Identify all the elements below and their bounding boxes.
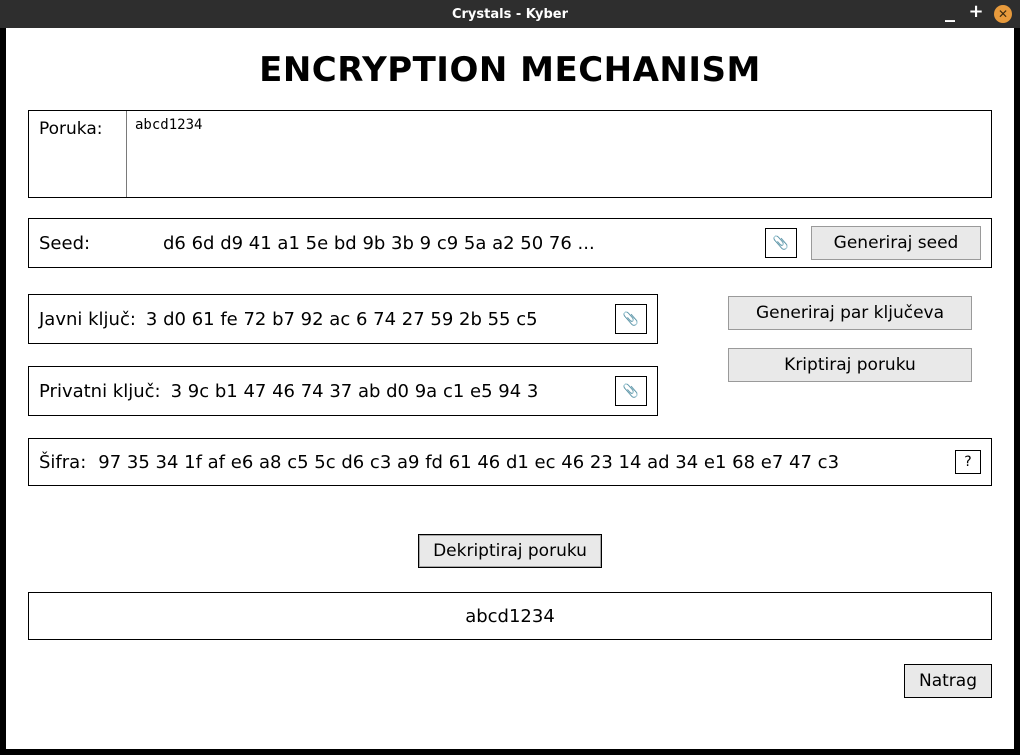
public-key-box: Javni ključ: 3 d0 61 fe 72 b7 92 ac 6 74… [28,294,658,344]
result-value: abcd1234 [465,606,555,627]
paperclip-icon: 📎 [773,236,789,251]
seed-label: Seed: [39,233,149,254]
decrypt-button[interactable]: Dekriptiraj poruku [418,534,602,568]
cipher-label: Šifra: [39,452,86,473]
private-key-attach-button[interactable]: 📎 [615,376,647,406]
back-row: Natrag [28,664,992,698]
minimize-icon[interactable]: _ [942,2,958,18]
window-title: Crystals - Kyber [452,7,568,22]
generate-seed-button[interactable]: Generiraj seed [811,226,981,260]
cipher-box: Šifra: 97 35 34 1f af e6 a8 c5 5c d6 c3 … [28,438,992,486]
generate-keypair-button[interactable]: Generiraj par ključeva [728,296,972,330]
back-button[interactable]: Natrag [904,664,992,698]
close-icon[interactable]: ✕ [994,5,1012,23]
decrypt-row: Dekriptiraj poruku [28,534,992,568]
message-input[interactable]: abcd1234 [127,111,991,197]
titlebar: Crystals - Kyber _ + ✕ [0,0,1020,28]
keys-left: Javni ključ: 3 d0 61 fe 72 b7 92 ac 6 74… [28,294,658,416]
app-window: Crystals - Kyber _ + ✕ ENCRYPTION MECHAN… [0,0,1020,755]
encrypt-button[interactable]: Kriptiraj poruku [728,348,972,382]
message-label: Poruka: [29,111,127,197]
public-key-label: Javni ključ: [39,309,136,330]
cipher-value: 97 35 34 1f af e6 a8 c5 5c d6 c3 a9 fd 6… [98,452,943,473]
seed-value: d6 6d d9 41 a1 5e bd 9b 3b 9 c9 5a a2 50… [163,233,751,254]
keys-right: Generiraj par ključeva Kriptiraj poruku [728,294,972,382]
window-controls: _ + ✕ [942,0,1012,28]
public-key-value: 3 d0 61 fe 72 b7 92 ac 6 74 27 59 2b 55 … [146,309,605,330]
maximize-icon[interactable]: + [968,4,984,20]
page-title: ENCRYPTION MECHANISM [28,50,992,90]
public-key-attach-button[interactable]: 📎 [615,304,647,334]
seed-attach-button[interactable]: 📎 [765,228,797,258]
private-key-label: Privatni ključ: [39,381,161,402]
cipher-help-button[interactable]: ? [955,450,981,474]
paperclip-icon: 📎 [623,312,639,327]
paperclip-icon: 📎 [623,384,639,399]
private-key-value: 3 9c b1 47 46 74 37 ab d0 9a c1 e5 94 3 [171,381,605,402]
message-box: Poruka: abcd1234 [28,110,992,198]
client-area: ENCRYPTION MECHANISM Poruka: abcd1234 Se… [6,28,1014,749]
keys-row: Javni ključ: 3 d0 61 fe 72 b7 92 ac 6 74… [28,294,992,416]
seed-box: Seed: d6 6d d9 41 a1 5e bd 9b 3b 9 c9 5a… [28,218,992,268]
private-key-box: Privatni ključ: 3 9c b1 47 46 74 37 ab d… [28,366,658,416]
result-box: abcd1234 [28,592,992,640]
